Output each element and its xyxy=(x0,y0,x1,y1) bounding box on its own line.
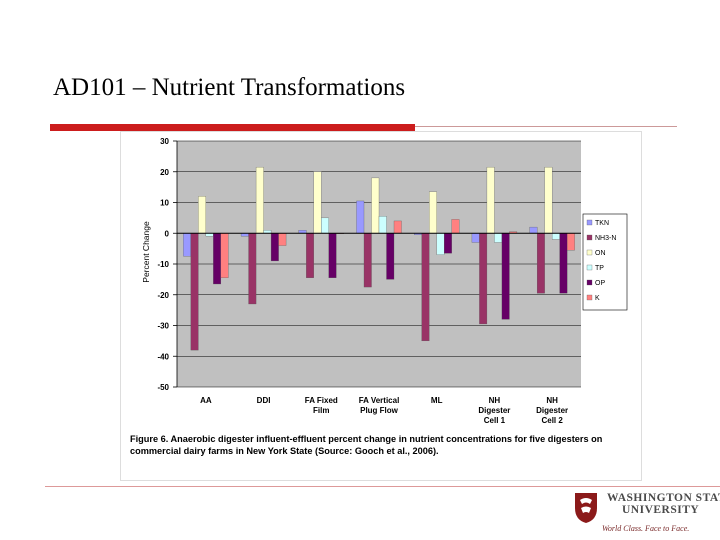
bar-tp xyxy=(494,233,503,243)
x-category-label: Digester xyxy=(478,406,510,415)
x-category-label: NH xyxy=(489,396,501,405)
bar-tkn xyxy=(471,233,480,243)
bar-tp xyxy=(378,216,387,234)
bar-on xyxy=(255,166,264,234)
title-accent-bar xyxy=(50,124,415,131)
x-category-label: FA Vertical xyxy=(359,396,400,405)
bar-k xyxy=(451,219,460,234)
bar-nh3-n xyxy=(536,233,545,294)
bar-op xyxy=(559,233,568,294)
bar-nh3-n xyxy=(248,233,257,305)
x-category-label: AA xyxy=(200,396,212,405)
legend-swatch-k xyxy=(586,294,593,301)
slide-title: AD101 – Nutrient Transformations xyxy=(53,74,406,101)
legend-swatch-on xyxy=(586,249,593,256)
bar-on xyxy=(371,177,380,234)
bar-nh3-n xyxy=(306,233,314,278)
bar-op xyxy=(386,233,395,280)
bar-nh3-n xyxy=(421,233,430,342)
legend-swatch-nh3-n xyxy=(586,234,593,241)
legend-label-nh3-n: NH3-N xyxy=(595,235,616,242)
y-tick-label: -50 xyxy=(157,383,169,392)
bar-on xyxy=(313,171,322,234)
x-category-label: DDI xyxy=(257,396,271,405)
y-axis-label: Percent Change xyxy=(141,221,151,283)
bar-nh3-n xyxy=(190,233,199,351)
title-divider-line xyxy=(415,126,677,127)
figure-caption: Figure 6. Anaerobic digester influent-ef… xyxy=(130,434,603,456)
bar-k xyxy=(220,233,229,278)
x-category-label: Digester xyxy=(536,406,568,415)
bar-nh3-n xyxy=(479,233,488,325)
nutrient-change-chart: 30 20 10 0 -10 -20 -30 -40 -50 Percent Change AA DD… xyxy=(141,137,628,425)
y-tick-label: -40 xyxy=(157,352,169,361)
legend-label-k: K xyxy=(595,295,600,302)
bar-tkn xyxy=(356,200,365,234)
legend-box xyxy=(582,213,628,311)
y-tick-label: -10 xyxy=(157,260,169,269)
x-category-label: FA Fixed xyxy=(305,396,338,405)
bar-tp xyxy=(321,217,329,234)
bar-op xyxy=(328,233,337,278)
bar-op xyxy=(501,233,510,320)
y-tick-label: -20 xyxy=(157,291,169,300)
wsu-logo: WASHINGTON STATE UNIVERSITY World Class.… xyxy=(572,488,720,538)
x-category-label: Film xyxy=(313,406,329,415)
legend-swatch-tp xyxy=(586,264,593,271)
x-category-label: ML xyxy=(431,396,443,405)
wsu-cougar-icon xyxy=(575,493,597,523)
bar-on xyxy=(544,166,553,234)
bar-op xyxy=(270,233,279,262)
bar-tp xyxy=(551,233,560,240)
y-tick-label: 10 xyxy=(160,199,169,208)
y-tick-label: 20 xyxy=(160,168,169,177)
bar-on xyxy=(486,166,495,234)
wsu-tagline: World Class. Face to Face. xyxy=(602,524,690,533)
x-category-label: Cell 2 xyxy=(541,416,563,425)
y-tick-label: 30 xyxy=(160,137,169,146)
wsu-name-line1: WASHINGTON STATE xyxy=(607,492,720,504)
bar-nh3-n xyxy=(363,233,372,288)
x-category-label: Plug Flow xyxy=(360,406,399,415)
bar-tkn xyxy=(529,226,538,234)
bar-tp xyxy=(436,233,445,255)
bar-k xyxy=(566,233,575,251)
bar-on xyxy=(429,191,437,234)
legend-swatch-op xyxy=(586,279,593,286)
y-tick-label: 0 xyxy=(165,229,170,238)
bar-on xyxy=(198,196,207,234)
footer-divider-line xyxy=(45,486,720,487)
figure-panel: 30 20 10 0 -10 -20 -30 -40 -50 Percent Change AA DD… xyxy=(120,131,642,481)
bar-k xyxy=(393,220,402,234)
bar-op xyxy=(213,233,222,285)
x-category-label: Cell 1 xyxy=(484,416,506,425)
bar-tkn xyxy=(183,233,192,257)
legend-label-on: ON xyxy=(595,250,606,257)
legend-label-op: OP xyxy=(595,280,605,287)
legend-swatch-tkn xyxy=(586,219,593,226)
bar-op xyxy=(444,233,452,254)
y-tick-label: -30 xyxy=(157,322,169,331)
legend-label-tkn: TKN xyxy=(595,220,609,227)
bar-k xyxy=(278,233,287,246)
legend-label-tp: TP xyxy=(595,265,604,272)
x-category-label: NH xyxy=(546,396,558,405)
wsu-name-line2: UNIVERSITY xyxy=(622,504,700,516)
